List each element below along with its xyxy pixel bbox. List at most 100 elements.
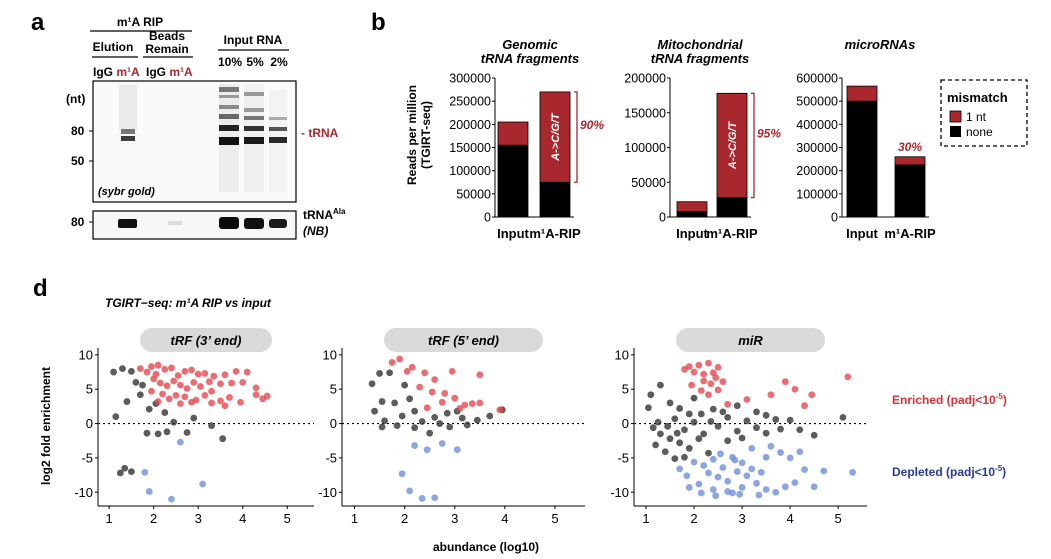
scatter-mir: miR 10 5 0 -5 -10 1 2 3 4 5 xyxy=(610,328,867,526)
bar-segment xyxy=(846,100,878,218)
enriched-point xyxy=(441,389,449,397)
ns-point xyxy=(121,464,129,472)
facet-strip xyxy=(676,328,825,352)
enriched-point xyxy=(156,379,164,387)
ns-point xyxy=(671,455,679,462)
enriched-point xyxy=(188,366,195,374)
ns-point xyxy=(714,422,722,430)
enriched-point xyxy=(232,367,240,375)
ns-point xyxy=(707,418,715,425)
beads-header-1: Beads xyxy=(149,29,185,43)
depleted-point xyxy=(724,477,732,485)
ns-point xyxy=(128,468,135,476)
y-tick-label: 50000 xyxy=(456,187,491,201)
x-category-label: Input xyxy=(497,226,529,241)
depleted-point xyxy=(700,462,708,469)
depleted-point xyxy=(406,487,414,495)
depleted-point xyxy=(743,472,751,480)
x-tick-label: 5 xyxy=(284,511,291,526)
enriched-point xyxy=(252,391,260,399)
panel-letter-a: a xyxy=(31,9,45,36)
mismatch-type-label: A->C/G/T xyxy=(727,120,739,170)
enriched-point xyxy=(451,394,459,402)
stain-label: (sybr gold) xyxy=(98,186,155,198)
mismatch-bracket xyxy=(574,91,578,183)
ns-point xyxy=(690,418,698,426)
enriched-point xyxy=(237,398,244,406)
legend-depleted-sup: -5 xyxy=(995,464,1003,473)
enriched-point xyxy=(697,387,705,394)
depleted-point xyxy=(141,468,149,476)
enriched-point xyxy=(188,398,195,406)
depleted-point xyxy=(709,455,717,463)
y-tick-label: 250000 xyxy=(449,95,491,109)
ns-point xyxy=(398,412,406,420)
depleted-point xyxy=(438,440,446,447)
legend-label-1nt: 1 nt xyxy=(966,110,987,124)
mismatch-bracket xyxy=(751,92,755,199)
y-tick-label: 100000 xyxy=(449,164,491,178)
ns-point xyxy=(681,426,688,434)
d-x-axis-label: abundance (log10) xyxy=(433,540,539,554)
depleted-point xyxy=(791,479,799,487)
depleted-point xyxy=(717,450,724,458)
ns-point xyxy=(762,411,770,419)
chart-title-line-2: tRNA fragments xyxy=(651,51,749,66)
ns-point xyxy=(411,424,419,432)
ns-point xyxy=(128,367,135,375)
enriched-point xyxy=(172,392,180,399)
ns-point xyxy=(119,365,126,373)
enriched-point xyxy=(148,387,155,395)
x-tick-label: 5 xyxy=(551,511,558,526)
x-tick-label: 5 xyxy=(835,511,842,526)
y-tick-label: 300000 xyxy=(796,141,838,155)
depleted-point xyxy=(705,469,712,477)
x-category-label: m¹A-RIP xyxy=(884,226,936,241)
x-tick-label: 4 xyxy=(501,511,508,526)
ns-point xyxy=(671,415,679,423)
panel-b: b Reads per million (TGIRT-seq) Genomict… xyxy=(371,9,1028,241)
ns-point xyxy=(772,416,780,423)
depleted-point xyxy=(796,448,804,456)
facet-label: tRF (3’ end) xyxy=(170,333,241,348)
ns-point xyxy=(426,429,434,437)
y-tick-label: 0 xyxy=(330,416,337,431)
y-tick-label: 5 xyxy=(86,382,93,397)
depleted-point xyxy=(145,488,153,495)
depleted-point xyxy=(736,490,744,498)
ns-point xyxy=(116,469,124,477)
depleted-point xyxy=(748,465,756,473)
depleted-point xyxy=(712,492,720,500)
x-tick-label: 2 xyxy=(401,511,408,526)
x-tick-label: 1 xyxy=(351,511,358,526)
ns-point xyxy=(666,435,674,443)
y-tick-label: 200000 xyxy=(624,72,666,86)
enriched-point xyxy=(388,359,396,366)
enriched-point xyxy=(208,387,215,395)
ns-point xyxy=(796,426,804,434)
depleted-point xyxy=(757,468,765,476)
enriched-point xyxy=(844,373,852,381)
mismatch-legend: mismatch 1 nt none xyxy=(940,79,1028,147)
size-marker-50: 50 xyxy=(71,154,85,168)
y-tick-label: 100000 xyxy=(796,187,838,201)
legend-box xyxy=(940,79,1028,147)
facet-label: miR xyxy=(738,333,763,348)
elution-header: Elution xyxy=(93,40,134,54)
northern-blot-image xyxy=(92,210,297,240)
depleted-point xyxy=(801,466,808,473)
depleted-point xyxy=(418,495,426,502)
ns-point xyxy=(418,418,426,425)
bar-segment xyxy=(894,156,926,166)
x-tick-label: 1 xyxy=(106,511,113,526)
facet-strip xyxy=(140,328,272,352)
enriched-point xyxy=(476,399,484,407)
ns-point xyxy=(136,391,144,399)
enriched-point xyxy=(201,370,209,377)
enriched-point xyxy=(150,375,158,383)
ns-point xyxy=(436,420,444,427)
enriched-point xyxy=(707,380,715,388)
ns-point xyxy=(161,409,169,416)
y-tick-label: 5 xyxy=(330,382,337,397)
